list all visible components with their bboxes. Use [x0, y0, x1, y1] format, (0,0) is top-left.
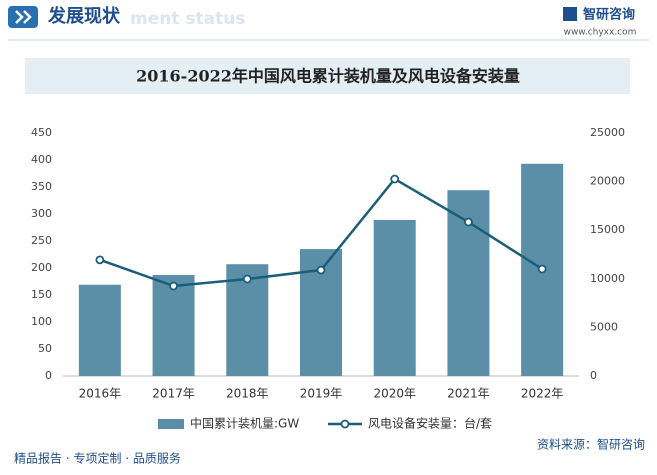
line-marker [169, 281, 178, 291]
bar [152, 275, 195, 376]
y-tick-label: 400 [31, 153, 52, 166]
y2-tick-label: 0 [590, 369, 597, 382]
title-banner [25, 58, 630, 94]
chart-title: 2016-2022年中国风电累计装机量及风电设备安装量 [136, 67, 520, 86]
brand-logo [563, 7, 577, 21]
y-tick-label: 150 [31, 288, 52, 301]
y-tick-label: 250 [31, 234, 52, 247]
footer-slogan: 精品报告 · 专项定制 · 品质服务 [14, 451, 181, 466]
bar [78, 284, 121, 376]
line-marker [316, 265, 326, 275]
y-tick-label: 300 [31, 207, 52, 220]
y-tick-label: 0 [45, 369, 52, 382]
line-marker [95, 255, 105, 265]
y-tick-label: 200 [31, 261, 52, 274]
legend-label: 中国累计装机量:GW [190, 416, 299, 431]
y-tick-label: 100 [31, 315, 52, 328]
legend-swatch [158, 419, 184, 429]
x-tick-label: 2018年 [226, 387, 269, 401]
brand-name: 智研咨询 [583, 7, 635, 23]
bar [373, 219, 416, 376]
header-watermark: ment status [130, 9, 245, 29]
x-tick-label: 2020年 [373, 387, 416, 401]
y-tick-label: 350 [31, 180, 52, 193]
website: www.chyxx.com [564, 28, 637, 38]
legend-label: 风电设备安装量：台/套 [368, 416, 492, 431]
y2-tick-label: 15000 [590, 223, 625, 236]
x-tick-label: 2017年 [152, 387, 195, 401]
y-tick-label: 450 [31, 126, 52, 139]
legend-marker [340, 419, 350, 429]
x-tick-label: 2016年 [79, 387, 122, 401]
header-title: 发展现状 [47, 5, 121, 27]
x-tick-label: 2022年 [521, 387, 564, 401]
y-tick-label: 50 [38, 342, 52, 355]
y2-tick-label: 10000 [590, 272, 625, 285]
y2-tick-label: 25000 [590, 126, 625, 139]
y2-tick-label: 20000 [590, 175, 625, 188]
y2-tick-label: 5000 [590, 320, 618, 333]
footer-source: 资料来源：智研咨询 [537, 437, 645, 452]
x-tick-label: 2021年 [447, 387, 490, 401]
line-marker [242, 274, 252, 284]
line-marker [390, 174, 400, 184]
line-marker [464, 217, 473, 227]
header-icon-arrows [15, 10, 32, 24]
x-tick-label: 2019年 [300, 387, 343, 401]
line-marker [537, 264, 547, 274]
